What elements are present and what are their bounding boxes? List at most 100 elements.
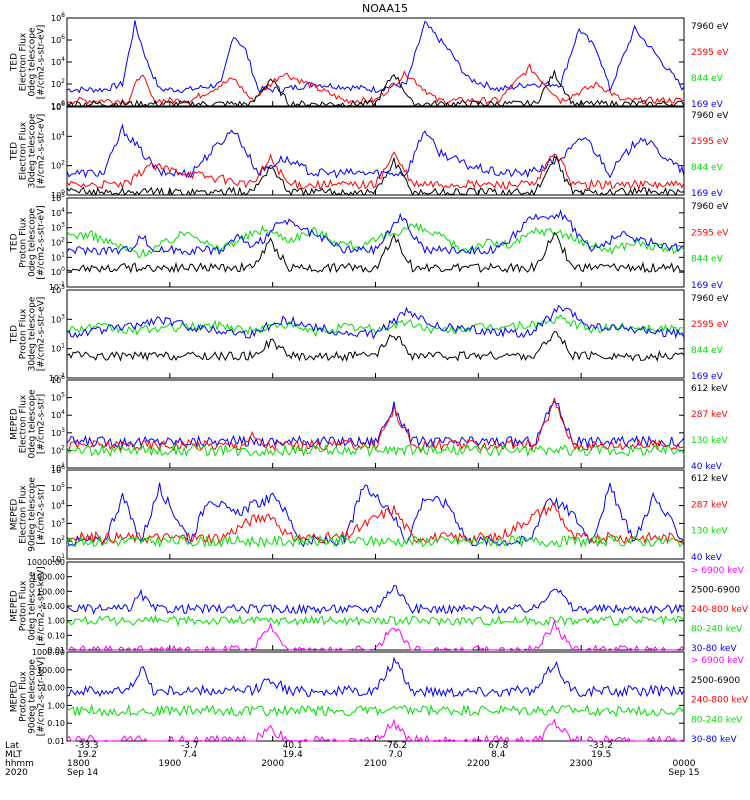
y-tick-exponent: 2 — [61, 237, 65, 244]
y-tick-exponent: 2 — [61, 535, 65, 542]
time-axis-value: 1900 — [158, 759, 181, 769]
y-tick-label: 102 — [51, 444, 65, 455]
series-287-kev — [66, 502, 685, 545]
y-axis-label-line: Proton Flux — [19, 580, 29, 631]
legend-entry: 844 eV — [691, 255, 724, 265]
y-tick-exponent: 6 — [61, 101, 65, 108]
y-axis-label: TEDElectron Flux30deg telescope[#/cm2-s-… — [10, 113, 47, 188]
y-tick-label: 104 — [51, 409, 65, 420]
legend-entry: 844 eV — [691, 346, 724, 356]
y-tick-label: 10000.00 — [27, 558, 65, 567]
series-30-80-kev — [66, 656, 685, 698]
panel-frame — [66, 561, 685, 651]
legend-entry: 844 eV — [691, 74, 724, 84]
legend-entry: 80-240 keV — [691, 625, 743, 635]
panel-8: 0.010.101.0010.00100.001000.00MEPEDProto… — [10, 648, 749, 746]
legend-entry: > 6900 keV — [691, 656, 745, 666]
y-axis-label: MEPEDElectron Flux0deg telescope[#/cm2-s… — [10, 389, 47, 459]
y-tick-label: 10.00 — [42, 684, 65, 693]
legend-entry: 169 eV — [691, 100, 724, 110]
y-tick-label: 106 — [51, 101, 65, 112]
y-tick-label: 100 — [51, 100, 65, 111]
time-axis-labels: Lat -33.3 -3.7 40.1 -76.2 67.8 -33.2 MLT 19.2 7.4… — [5, 741, 700, 778]
y-tick-label: 101 — [51, 553, 65, 564]
time-axis-value: Sep 14 — [67, 768, 99, 778]
y-tick-exponent: 4 — [61, 500, 65, 507]
y-tick-exponent: 6 — [61, 34, 65, 41]
legend-entry: 287 keV — [691, 410, 728, 420]
legend-entry: 7960 eV — [691, 202, 729, 212]
y-axis-label: MEPEDElectron Flux90deg telescope[#/cm2-… — [10, 477, 47, 552]
y-tick-label: 104 — [51, 130, 65, 141]
y-tick-label: 10-1 — [49, 281, 65, 292]
legend-entry: 7960 eV — [691, 111, 729, 121]
y-axis-label-line: 90deg telescope — [28, 659, 38, 734]
y-tick-exponent: 4 — [61, 56, 65, 63]
y-tick-exponent: 3 — [61, 222, 65, 229]
panel-4: 10-1 101 103 105 TEDProton Flux30deg telesco… — [10, 284, 730, 383]
series--6900-kev — [67, 618, 685, 652]
legend-entry: 2595 eV — [691, 320, 729, 330]
y-axis-label-line: 30deg telescope — [28, 296, 38, 371]
y-tick-exponent: 5 — [61, 192, 65, 199]
y-tick-exponent: 4 — [61, 409, 65, 416]
y-tick-label: 0.01 — [47, 646, 65, 655]
y-axis-label-line: 30deg telescope — [28, 113, 38, 188]
y-axis-label-line: [#/cm2-s-str-keV] — [37, 566, 47, 645]
y-tick-label: 1.00 — [47, 701, 65, 710]
y-tick-label: 103 — [51, 517, 65, 528]
time-axis-row-label: hhmm — [5, 759, 34, 769]
y-tick-exponent: -1 — [59, 372, 65, 379]
y-tick-label: 106 — [51, 374, 65, 385]
legend-entry: 130 keV — [691, 436, 728, 446]
y-tick-label: 105 — [51, 482, 65, 493]
time-axis-value: -33.3 — [75, 741, 98, 751]
y-axis-label-line: TED — [10, 325, 20, 344]
series-169-ev — [66, 20, 685, 94]
y-axis-label-line: 90deg telescope — [28, 477, 38, 552]
time-axis-value: Sep 15 — [668, 768, 699, 778]
legend-entry: 2595 eV — [691, 48, 729, 58]
y-axis-label: TEDElectron Flux0deg telescope[#/cm2-s-s… — [10, 25, 47, 100]
y-axis-label-line: [#/cm2-s-str-eV] — [37, 297, 47, 372]
y-axis-label-line: [#/cm2-s-str] — [37, 484, 47, 544]
y-tick-exponent: 6 — [61, 374, 65, 381]
series-7960-ev — [66, 70, 685, 108]
time-axis-value: 2200 — [467, 759, 490, 769]
y-axis-label: MEPEDProton Flux0deg telescope[#/cm2-s-s… — [10, 566, 47, 645]
time-axis-value: 7.4 — [183, 750, 198, 760]
y-tick-label: 105 — [51, 192, 65, 203]
series-287-kev — [66, 397, 685, 453]
y-tick-exponent: 4 — [61, 130, 65, 137]
y-axis-label-line: MEPED — [10, 499, 20, 531]
y-tick-exponent: 3 — [61, 517, 65, 524]
time-axis-row-label: Lat — [5, 741, 20, 751]
legend-entry: 240-800 keV — [691, 605, 749, 615]
y-tick-label: 105 — [51, 392, 65, 403]
y-axis-label-line: MEPED — [10, 590, 20, 622]
time-axis-value: 40.1 — [283, 741, 303, 751]
panel-6: 101 102 103 104 105 106 MEPEDElectron Flux90de… — [10, 464, 729, 564]
y-tick-exponent: 2 — [61, 78, 65, 85]
legend-entry: 2595 eV — [691, 228, 729, 238]
legend-entry: 169 eV — [691, 189, 724, 199]
y-tick-exponent: 2 — [61, 444, 65, 451]
y-tick-label: 0.10 — [47, 719, 65, 728]
y-axis-label-line: Electron Flux — [19, 121, 29, 180]
y-axis-label-line: 0deg telescope — [28, 389, 38, 459]
y-tick-exponent: 1 — [61, 462, 65, 469]
y-tick-label: 104 — [51, 207, 65, 218]
y-tick-label: 106 — [51, 34, 65, 45]
y-tick-label: 104 — [51, 56, 65, 67]
legend-entry: 240-800 keV — [691, 696, 749, 706]
y-tick-exponent: 5 — [61, 284, 65, 291]
legend-entry: 7960 eV — [691, 294, 729, 304]
y-tick-label: 101 — [51, 343, 65, 354]
panel-frame — [66, 197, 685, 288]
y-axis-label-line: [#/cm2-s-str-eV] — [37, 25, 47, 100]
y-axis-label: MEPEDProton Flux90deg telescope[#/cm2-s-… — [10, 657, 47, 736]
time-axis-value: 0000 — [673, 759, 696, 769]
time-axis-value: 2000 — [261, 759, 284, 769]
